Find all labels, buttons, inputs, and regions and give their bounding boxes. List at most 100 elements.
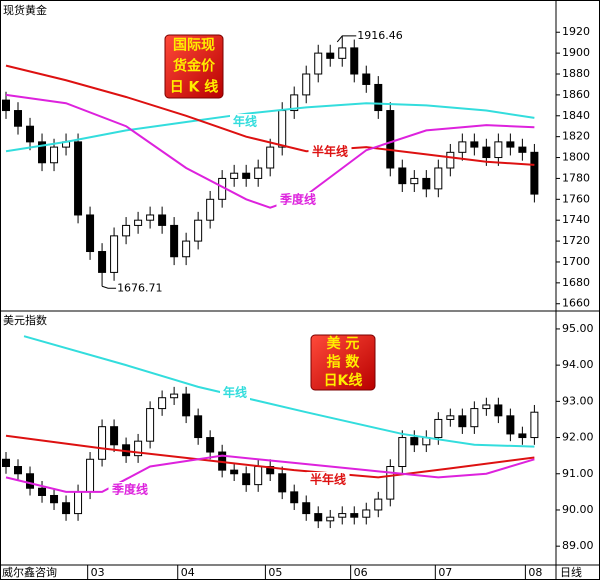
label-bg	[306, 472, 350, 488]
candle-body	[50, 146, 59, 164]
candle-body	[26, 473, 35, 489]
badge-box	[310, 334, 376, 391]
candle-body	[494, 141, 503, 159]
candle-body	[458, 415, 467, 428]
candle-body	[86, 458, 95, 493]
candle-body	[26, 125, 35, 143]
badge-text: 货金价	[172, 58, 216, 75]
x-tick-label: 08	[528, 566, 542, 579]
y-tick-label: 1680	[562, 276, 590, 289]
candle-body	[134, 440, 143, 457]
candle-body	[482, 404, 491, 410]
candle-body	[314, 513, 323, 522]
moving-average	[5, 102, 535, 153]
candle-body	[98, 251, 107, 273]
ma-label: 季度线	[279, 192, 316, 207]
candle-body	[74, 491, 83, 515]
candle-body	[242, 473, 251, 486]
candle-body	[230, 172, 239, 179]
candle-body	[410, 437, 419, 446]
candle-body	[482, 146, 491, 159]
candle-body	[338, 47, 347, 59]
y-tick-label: 1900	[562, 46, 590, 59]
candle-body	[158, 397, 167, 410]
x-tick-label: 06	[354, 566, 368, 579]
candle-body	[146, 214, 155, 221]
candle-body	[50, 494, 59, 504]
candle-body	[326, 516, 335, 522]
candle-body	[410, 177, 419, 185]
candle-body	[170, 224, 179, 258]
badge-text: 指 数	[327, 354, 361, 371]
candle-body	[290, 94, 299, 112]
label-bg	[308, 144, 352, 160]
candle-body	[374, 498, 383, 511]
candle-body	[158, 214, 167, 226]
y-tick-label: 1740	[562, 213, 590, 226]
candle-body	[38, 141, 47, 164]
candle-body	[242, 172, 251, 179]
candle-body	[182, 393, 191, 417]
moving-average	[5, 434, 535, 479]
badge-text: 日K线	[324, 372, 363, 389]
candle-body	[386, 466, 395, 500]
x-tick-label: 05	[268, 566, 282, 579]
candle-body	[182, 240, 191, 258]
x-tick-label: 07	[438, 566, 452, 579]
candle-body	[206, 437, 215, 453]
moving-average	[23, 335, 535, 448]
candle-body	[122, 224, 131, 237]
candle-body	[506, 141, 515, 148]
y-tick-label: 1820	[562, 130, 590, 143]
ma-label: 半年线	[310, 472, 346, 487]
moving-average	[5, 64, 535, 166]
candle-body	[146, 408, 155, 442]
candle-body	[470, 408, 479, 428]
y-tick-label: 1800	[562, 151, 590, 164]
candle-body	[254, 466, 263, 486]
panel-title: 现货黄金	[3, 3, 47, 17]
candle-body	[110, 235, 119, 273]
candle-body	[14, 466, 23, 475]
candle-body	[194, 415, 203, 439]
badge-text: 美 元	[327, 335, 360, 352]
y-tick-label: 1780	[562, 171, 590, 184]
candle-body	[38, 487, 47, 496]
y-tick-label: 1760	[562, 192, 590, 205]
ma-label: 年线	[233, 114, 257, 129]
candle-body	[314, 52, 323, 75]
candle-body	[206, 198, 215, 221]
low-annotation: 1676.71	[117, 281, 162, 294]
high-annotation: 1916.46	[357, 29, 403, 42]
annotation-leader	[101, 285, 117, 289]
candle-body	[494, 404, 503, 417]
candle-body	[506, 415, 515, 435]
candle-body	[530, 151, 539, 195]
candle-body	[194, 219, 203, 242]
y-tick-label: 89.00	[562, 539, 594, 552]
candle-body	[350, 47, 359, 75]
candle-body	[398, 167, 407, 185]
candle-body	[2, 99, 11, 112]
candle-body	[398, 437, 407, 468]
y-tick-label: 93.00	[562, 394, 594, 407]
candle-body	[374, 83, 383, 112]
candle-body	[338, 513, 347, 518]
y-tick-label: 1880	[562, 67, 590, 80]
y-tick-label: 90.00	[562, 503, 594, 516]
candle-body	[98, 426, 107, 460]
candle-body	[62, 502, 71, 515]
x-tick-label: 04	[181, 566, 195, 579]
candle-body	[266, 146, 275, 169]
candle-body	[386, 110, 395, 169]
x-tick-label: 03	[91, 566, 105, 579]
y-tick-label: 1700	[562, 255, 590, 268]
moving-average	[5, 93, 535, 209]
y-tick-label: 95.00	[562, 322, 594, 335]
panel-title: 美元指数	[3, 313, 47, 327]
y-tick-label: 91.00	[562, 467, 594, 480]
candle-body	[362, 509, 371, 518]
candle-body	[86, 214, 95, 253]
y-tick-label: 92.00	[562, 431, 594, 444]
